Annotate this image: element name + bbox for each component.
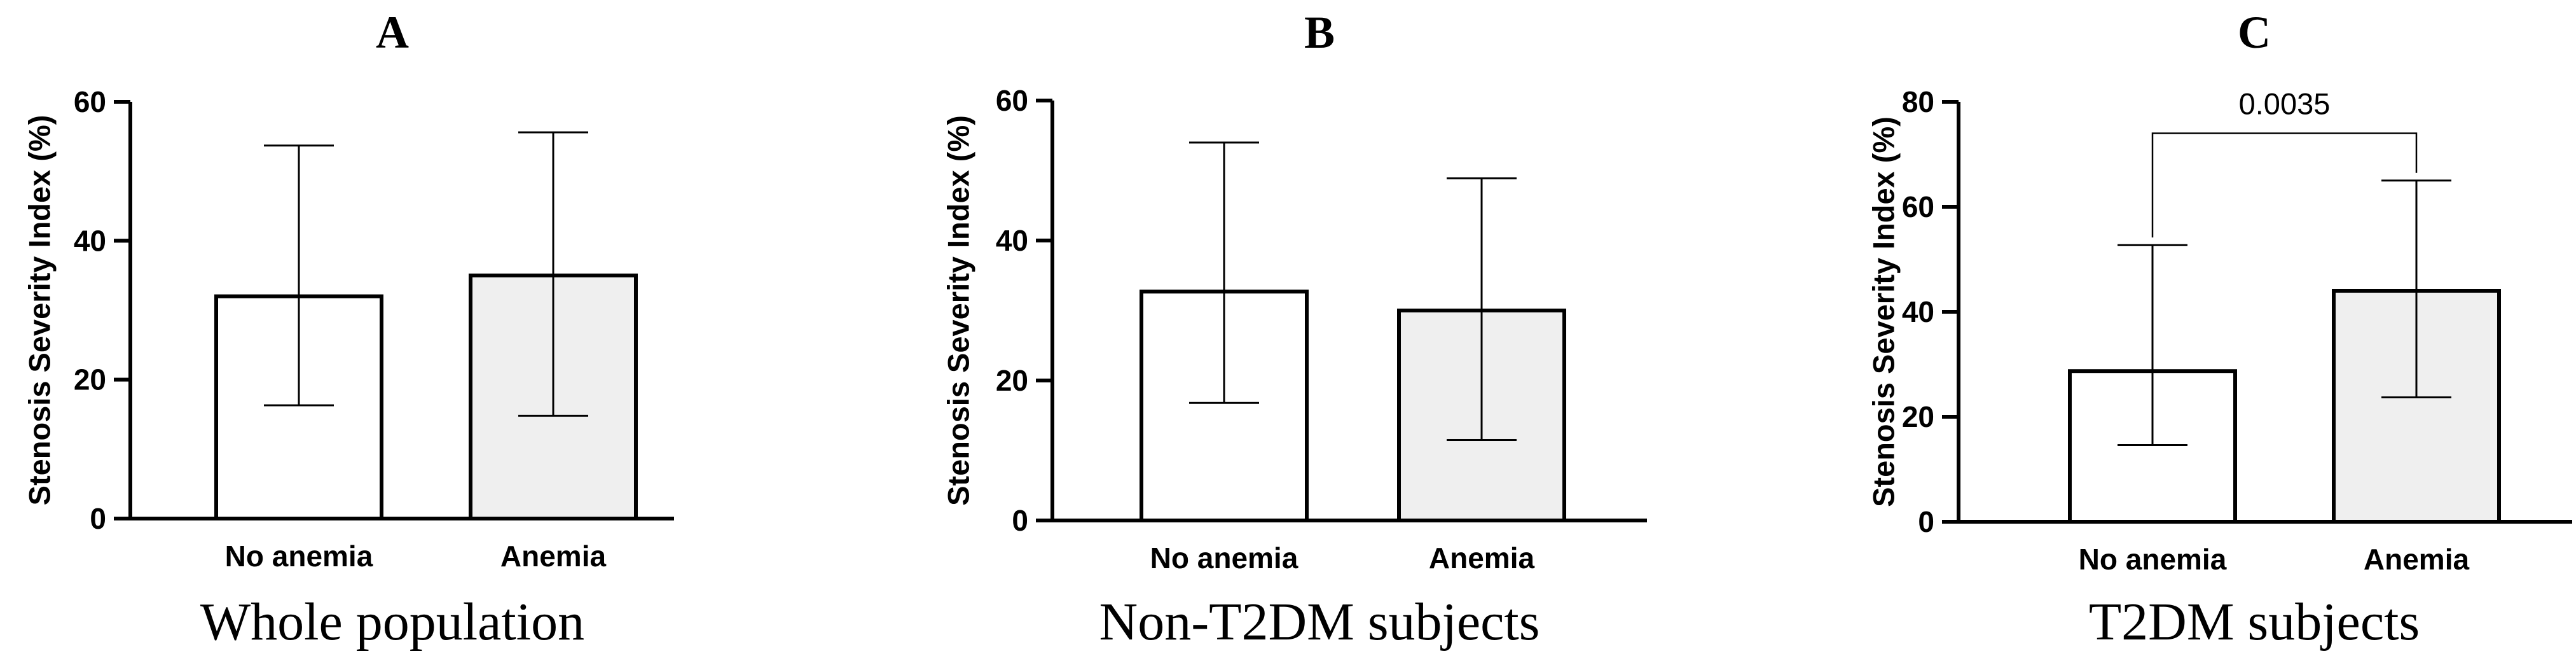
y-tick-label: 0 <box>90 502 106 535</box>
panel-label: C <box>2238 7 2271 58</box>
panel-caption: Non-T2DM subjects <box>1099 592 1540 652</box>
y-tick-label: 20 <box>74 363 106 396</box>
significance-bracket <box>2151 132 2418 238</box>
y-tick-label: 20 <box>996 364 1028 397</box>
x-tick-label: Anemia <box>1429 541 1535 575</box>
x-tick-label: No anemia <box>1150 541 1298 575</box>
chart-panel-a: A Stenosis Severity Index (%) No anemia Ane… <box>23 7 674 652</box>
chart-panel-b: B Stenosis Severity Index (%) No anemia Ane… <box>942 7 1647 652</box>
y-tick-label: 80 <box>1902 85 1934 118</box>
panel-caption: Whole population <box>200 592 584 652</box>
y-tick-label: 0 <box>1918 505 1934 538</box>
y-tick-label: 40 <box>1902 295 1934 328</box>
p-value-label: 0.0035 <box>2239 87 2331 121</box>
panel-label: B <box>1304 7 1335 58</box>
y-tick-label: 60 <box>996 84 1028 117</box>
x-tick-label: No anemia <box>225 540 373 573</box>
chart-panel-c: C Stenosis Severity Index (%) No anemia Ane… <box>1867 7 2572 652</box>
y-axis-label: Stenosis Severity Index (%) <box>23 115 57 506</box>
x-tick-label: No anemia <box>2079 543 2227 576</box>
y-tick-label: 40 <box>996 224 1028 257</box>
x-tick-label: Anemia <box>2364 543 2470 576</box>
panel-caption: T2DM subjects <box>2089 592 2420 652</box>
y-tick-label: 60 <box>74 85 106 118</box>
y-axis-label: Stenosis Severity Index (%) <box>1867 116 1901 507</box>
x-tick-label: Anemia <box>500 540 607 573</box>
y-tick-label: 20 <box>1902 400 1934 433</box>
y-tick-label: 60 <box>1902 190 1934 223</box>
panel-label: A <box>376 7 409 58</box>
y-axis-label: Stenosis Severity Index (%) <box>942 115 975 506</box>
y-tick-label: 40 <box>74 224 106 257</box>
y-tick-label: 0 <box>1012 504 1028 537</box>
